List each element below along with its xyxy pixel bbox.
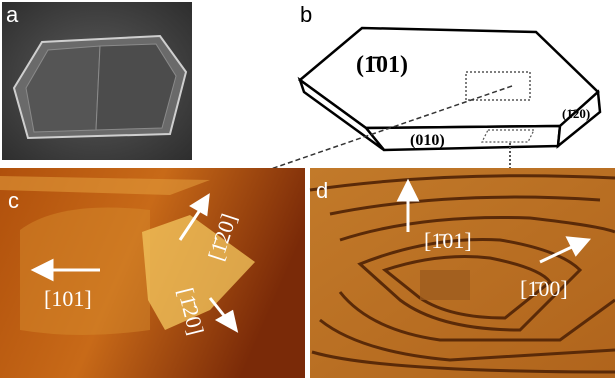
direction-label: [101] — [44, 286, 92, 311]
arrows — [396, 178, 592, 264]
face-label: (010) — [410, 132, 445, 149]
island — [142, 215, 255, 330]
panel-label: a — [6, 2, 19, 27]
crystal-face — [95, 43, 177, 131]
direction-label: [1̄01] — [424, 228, 472, 253]
direction-label: [1̄00] — [520, 276, 568, 301]
dashed-line — [203, 85, 513, 193]
panel-label: c — [8, 188, 19, 213]
panel-label: d — [316, 178, 328, 203]
nucleus — [420, 270, 470, 300]
face-label: (1̄01) — [356, 52, 408, 78]
crystal-front — [363, 124, 562, 152]
dotted-box — [465, 71, 531, 101]
panel-c: c [101] [1̄20] [1̄20] — [0, 168, 305, 378]
panel-d: d [1̄01] [1̄00] — [309, 168, 615, 378]
crystal-left — [297, 76, 385, 152]
panel-b: b (1̄01) (010) (1̄20) — [203, 2, 602, 193]
panel-a: a — [2, 2, 192, 160]
panel-label: b — [300, 2, 312, 27]
terrace — [0, 176, 210, 195]
dotted-box — [481, 129, 535, 143]
crystal-side — [556, 89, 602, 149]
arrows — [30, 193, 239, 333]
face-label: (1̄20) — [562, 106, 590, 121]
